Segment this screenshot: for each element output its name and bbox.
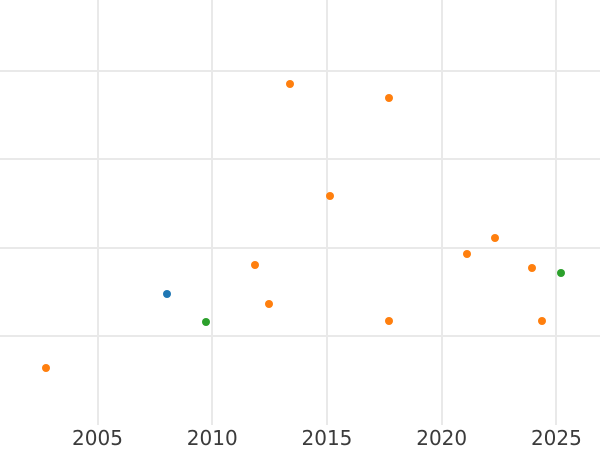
data-point-orange-series [385,317,394,326]
y-gridline [0,335,600,338]
y-gridline [0,246,600,249]
data-point-green-series [556,268,565,277]
x-tick-label: 2010 [186,426,238,450]
x-gridline [96,0,99,425]
y-gridline [0,69,600,72]
data-point-orange-series [384,94,393,103]
y-gridline [0,158,600,161]
x-gridline [440,0,443,425]
data-point-orange-series [528,264,537,273]
x-tick-label: 2015 [301,426,353,450]
data-point-orange-series [251,260,260,269]
data-point-orange-series [537,317,546,326]
plot-area [0,0,600,425]
x-gridline [211,0,214,425]
data-point-orange-series [42,364,51,373]
data-point-orange-series [326,191,335,200]
x-gridline [325,0,328,425]
x-tick-label: 2005 [72,426,123,450]
data-point-orange-series [285,80,294,89]
x-axis: 2005 2010 2015 2020 2025 [0,425,600,450]
data-point-blue-series [163,289,172,298]
data-point-orange-series [265,299,274,308]
x-tick-label: 2025 [530,426,582,450]
data-point-orange-series [463,250,472,259]
data-point-green-series [202,318,211,327]
x-gridline [555,0,558,425]
x-tick-label: 2020 [416,426,468,450]
data-point-orange-series [491,234,500,243]
